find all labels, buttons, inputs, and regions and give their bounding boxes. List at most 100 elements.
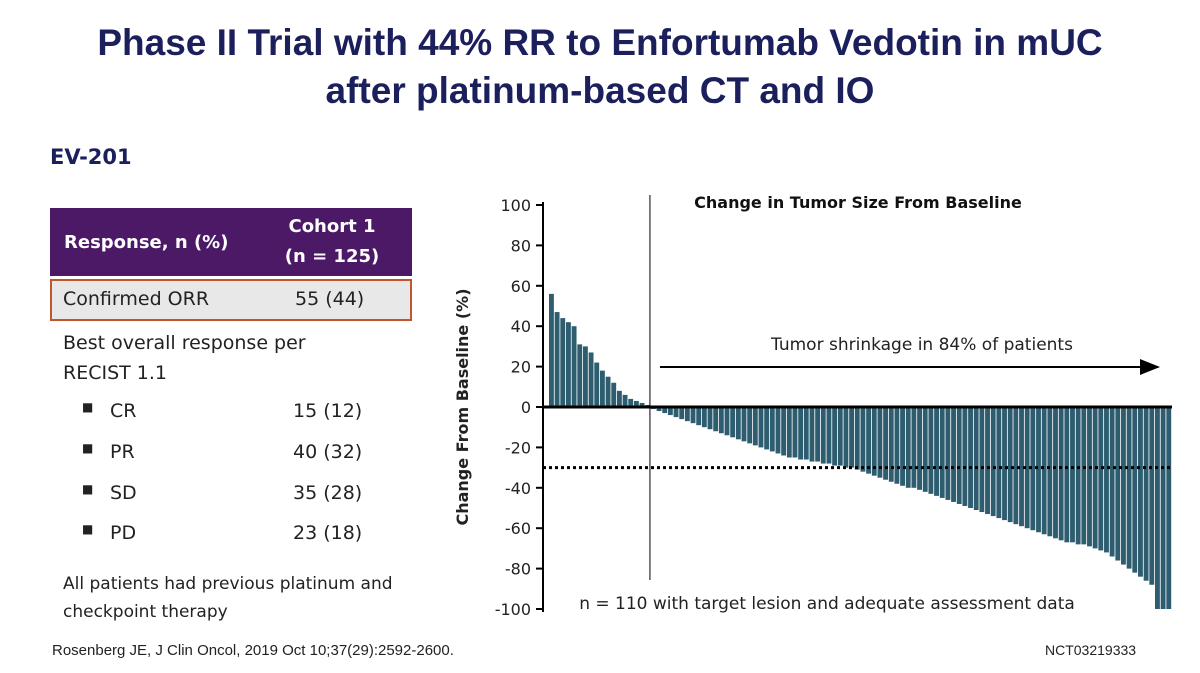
bar — [1081, 407, 1087, 545]
bar — [577, 344, 583, 407]
bar — [990, 407, 996, 517]
y-tick-label: 40 — [511, 317, 531, 336]
bar — [1155, 407, 1160, 609]
bullet: ■ — [82, 400, 94, 414]
bar — [922, 407, 928, 492]
table-header — [50, 208, 412, 276]
y-axis-label: Change From Baseline (%) — [453, 288, 472, 525]
bar — [917, 407, 922, 490]
bar — [560, 318, 566, 407]
bar — [809, 407, 815, 462]
cell: 40 (32) — [293, 441, 363, 463]
bar — [1109, 407, 1115, 557]
bar — [554, 312, 560, 407]
bar — [1104, 407, 1109, 553]
y-tick-label: -40 — [505, 479, 531, 498]
bar — [820, 407, 826, 464]
bar — [758, 407, 764, 448]
bar — [1092, 407, 1098, 549]
header-cell: Response, n (%) — [64, 232, 229, 253]
bar — [905, 407, 911, 488]
bar — [656, 407, 662, 412]
bar — [951, 407, 956, 502]
bar — [730, 407, 736, 438]
bar — [1064, 407, 1070, 543]
bar — [871, 407, 877, 476]
bar — [854, 407, 860, 470]
bullet: ■ — [82, 522, 94, 536]
bar — [786, 407, 792, 458]
bar — [979, 407, 985, 513]
bar — [945, 407, 951, 500]
bar — [741, 407, 747, 442]
bar — [701, 407, 707, 428]
bar — [1115, 407, 1121, 561]
bar — [1007, 407, 1013, 523]
bar — [1166, 407, 1172, 609]
bar — [622, 394, 628, 407]
bar — [1075, 407, 1081, 545]
bar — [1002, 407, 1007, 521]
bar — [843, 407, 849, 468]
bar — [565, 322, 571, 407]
cell: 55 (44) — [295, 288, 365, 310]
bar — [1041, 407, 1047, 535]
bar — [849, 407, 855, 468]
y-tick-label: 80 — [511, 236, 531, 255]
y-tick-label: 60 — [511, 277, 531, 296]
y-tick-label: 20 — [511, 358, 531, 377]
bar — [1149, 407, 1155, 585]
bar — [837, 407, 843, 466]
cell: PR — [110, 441, 135, 463]
bar — [1143, 407, 1149, 581]
bar — [1126, 407, 1132, 569]
y-tick-label: -80 — [505, 560, 531, 579]
y-tick-label: -20 — [505, 438, 531, 457]
bar — [696, 407, 702, 426]
highlight-row — [50, 279, 412, 321]
bar — [673, 407, 679, 418]
bar — [928, 407, 934, 494]
bullet: ■ — [82, 482, 94, 496]
bar — [769, 407, 775, 452]
study-name: EV-201 — [50, 145, 132, 169]
y-tick-label: -60 — [505, 519, 531, 538]
cell: SD — [110, 482, 137, 504]
bar — [599, 370, 605, 407]
bar — [798, 407, 804, 460]
bar — [803, 407, 809, 460]
bar — [718, 407, 724, 434]
bar — [1053, 407, 1058, 539]
bar — [781, 407, 787, 456]
bar — [1024, 407, 1030, 529]
bar — [662, 407, 668, 414]
bar — [747, 407, 753, 444]
bar — [894, 407, 900, 484]
y-tick-label: 100 — [500, 196, 531, 215]
bar — [1030, 407, 1036, 531]
trial-id: NCT03219333 — [1045, 642, 1137, 658]
bar — [724, 407, 730, 436]
bar — [877, 407, 883, 478]
bar — [860, 407, 866, 472]
bar — [1087, 407, 1092, 547]
bar — [832, 407, 838, 466]
bar — [956, 407, 962, 504]
bar — [815, 407, 821, 462]
bar — [594, 362, 600, 407]
annotation: n = 110 with target lesion and adequate … — [579, 594, 1075, 614]
bar — [611, 382, 617, 407]
bar — [667, 407, 673, 416]
note: All patients had previous platinum and c… — [63, 574, 393, 622]
bar — [1138, 407, 1143, 577]
chart-title: Change in Tumor Size From Baseline — [694, 193, 1022, 212]
bar — [985, 407, 990, 515]
bar — [900, 407, 906, 486]
bar — [549, 293, 554, 407]
bar — [690, 407, 696, 424]
bar — [866, 407, 872, 474]
header-cell: Cohort 1 — [288, 216, 376, 237]
bar — [996, 407, 1002, 519]
